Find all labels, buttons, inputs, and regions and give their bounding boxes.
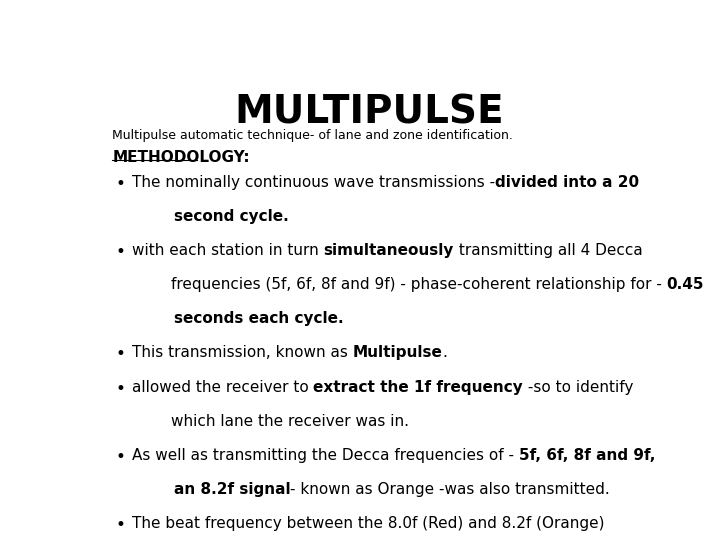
Text: which lane the receiver was in.: which lane the receiver was in.	[132, 414, 409, 429]
Text: This transmission, known as: This transmission, known as	[132, 346, 353, 361]
Text: •: •	[115, 448, 125, 466]
Text: transmitting all 4 Decca: transmitting all 4 Decca	[454, 243, 643, 258]
Text: •: •	[115, 243, 125, 261]
Text: •: •	[115, 346, 125, 363]
Text: Multipulse: Multipulse	[353, 346, 443, 361]
Text: with each station in turn: with each station in turn	[132, 243, 323, 258]
Text: - known as Orange -was also transmitted.: - known as Orange -was also transmitted.	[290, 482, 611, 497]
Text: allowed the receiver to: allowed the receiver to	[132, 380, 313, 395]
Text: The beat frequency between the 8.0f (Red) and 8.2f (Orange): The beat frequency between the 8.0f (Red…	[132, 516, 604, 531]
Text: extract the 1f frequency: extract the 1f frequency	[313, 380, 523, 395]
Text: 0.45: 0.45	[667, 277, 704, 292]
Text: •: •	[115, 516, 125, 534]
Text: -so to identify: -so to identify	[523, 380, 634, 395]
Text: frequencies (5f, 6f, 8f and 9f) - phase-coherent relationship for -: frequencies (5f, 6f, 8f and 9f) - phase-…	[132, 277, 667, 292]
Text: •: •	[115, 380, 125, 397]
Text: second cycle.: second cycle.	[132, 209, 289, 224]
Text: As well as transmitting the Decca frequencies of -: As well as transmitting the Decca freque…	[132, 448, 518, 463]
Text: METHODOLOGY:: METHODOLOGY:	[112, 150, 250, 165]
Text: .: .	[443, 346, 447, 361]
Text: 5f, 6f, 8f and 9f,: 5f, 6f, 8f and 9f,	[518, 448, 655, 463]
Text: seconds each cycle.: seconds each cycle.	[132, 312, 343, 326]
Text: an 8.2f signal: an 8.2f signal	[132, 482, 290, 497]
Text: The nominally continuous wave transmissions -: The nominally continuous wave transmissi…	[132, 175, 495, 190]
Text: simultaneously: simultaneously	[323, 243, 454, 258]
Text: MULTIPULSE: MULTIPULSE	[234, 94, 504, 132]
Text: •: •	[115, 175, 125, 193]
Text: Multipulse automatic technique- of lane and zone identification.: Multipulse automatic technique- of lane …	[112, 129, 513, 142]
Text: divided into a 20: divided into a 20	[495, 175, 639, 190]
